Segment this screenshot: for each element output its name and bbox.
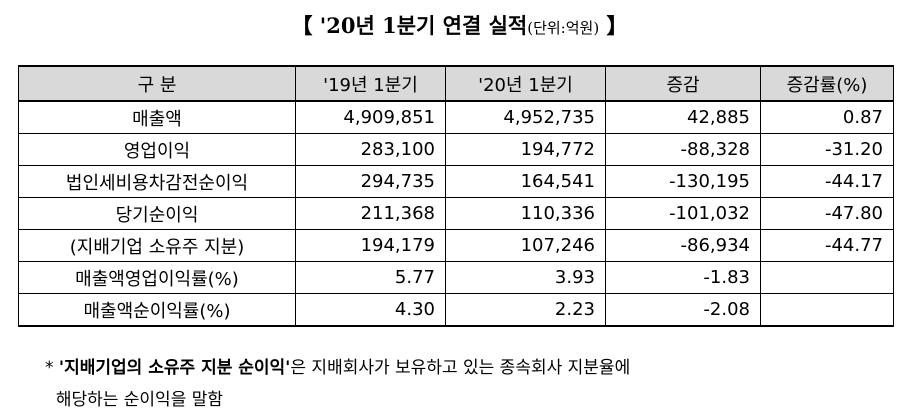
cell: 3.93 — [445, 261, 606, 294]
results-table: 구 분 '19년 1분기 '20년 1분기 증감 증감률(%) 매출액 4,909,851… — [18, 65, 894, 327]
footnote: * '지배기업의 소유주 지분 순이익'은 지배회사가 보유하고 있는 종속회사… — [45, 352, 630, 416]
footnote-text: 은 지배회사가 보유하고 있는 종속회사 지분율에 — [290, 358, 631, 378]
table-row: 법인세비용차감전순이익 294,735 164,541 -130,195 -44.17 — [18, 165, 894, 198]
cell: 294,735 — [295, 165, 446, 198]
row-label: 영업이익 — [18, 133, 296, 166]
column-header: '20년 1분기 — [445, 65, 606, 102]
cell: -44.77 — [760, 229, 894, 262]
cell: 5.77 — [295, 261, 446, 294]
cell: -88,328 — [605, 133, 761, 166]
cell: -1.83 — [605, 261, 761, 294]
table-row: 당기순이익 211,368 110,336 -101,032 -47.80 — [18, 197, 894, 230]
column-header: '19년 1분기 — [295, 65, 446, 102]
row-label: 당기순이익 — [18, 197, 296, 230]
header-row: 구 분 '19년 1분기 '20년 1분기 증감 증감률(%) — [18, 65, 894, 102]
row-label: 매출액 — [18, 100, 296, 134]
cell: 164,541 — [445, 165, 606, 198]
table-row: (지배기업 소유주 지분) 194,179 107,246 -86,934 -44.77 — [18, 229, 894, 262]
cell: -47.80 — [760, 197, 894, 230]
table-body: 매출액 4,909,851 4,952,735 42,885 0.87 영업이익 283,1… — [18, 100, 894, 327]
row-label: 법인세비용차감전순이익 — [18, 165, 296, 198]
cell: 2.23 — [445, 293, 606, 327]
cell: -86,934 — [605, 229, 761, 262]
cell: 283,100 — [295, 133, 446, 166]
title-block: 【 '20년 1분기 연결 실적(단위:억원) 】 — [0, 10, 919, 40]
cell: -44.17 — [760, 165, 894, 198]
title: '20년 1분기 연결 실적 — [319, 13, 528, 38]
cell: 211,368 — [295, 197, 446, 230]
table-row: 매출액순이익률(%) 4.30 2.23 -2.08 — [18, 293, 894, 327]
table-row: 영업이익 283,100 194,772 -88,328 -31.20 — [18, 133, 894, 166]
cell: 194,772 — [445, 133, 606, 166]
footnote-marker: * — [45, 358, 54, 378]
cell: 194,179 — [295, 229, 446, 262]
footnote-emphasis: '지배기업의 소유주 지분 순이익' — [58, 358, 291, 378]
empty-cell — [760, 293, 894, 327]
row-label: 매출액순이익률(%) — [18, 293, 296, 327]
bracket: 】 — [606, 13, 628, 38]
cell: -31.20 — [760, 133, 894, 166]
table-row: 매출액 4,909,851 4,952,735 42,885 0.87 — [18, 100, 894, 134]
row-label: (지배기업 소유주 지분) — [18, 229, 296, 262]
column-header: 증감 — [605, 65, 761, 102]
cell: 42,885 — [605, 100, 761, 134]
bracket: 【 — [291, 13, 313, 38]
cell: 4,952,735 — [445, 100, 606, 134]
cell: -2.08 — [605, 293, 761, 327]
empty-cell — [760, 261, 894, 294]
table-row: 매출액영업이익률(%) 5.77 3.93 -1.83 — [18, 261, 894, 294]
footnote-text: 해당하는 순이익을 말함 — [55, 390, 224, 410]
unit: (단위:억원) — [527, 19, 600, 37]
row-label: 매출액영업이익률(%) — [18, 261, 296, 294]
column-header: 구 분 — [18, 65, 296, 102]
cell: 4.30 — [295, 293, 446, 327]
cell: 4,909,851 — [295, 100, 446, 134]
cell: 0.87 — [760, 100, 894, 134]
cell: 110,336 — [445, 197, 606, 230]
cell: 107,246 — [445, 229, 606, 262]
cell: -101,032 — [605, 197, 761, 230]
cell: -130,195 — [605, 165, 761, 198]
column-header: 증감률(%) — [760, 65, 894, 102]
